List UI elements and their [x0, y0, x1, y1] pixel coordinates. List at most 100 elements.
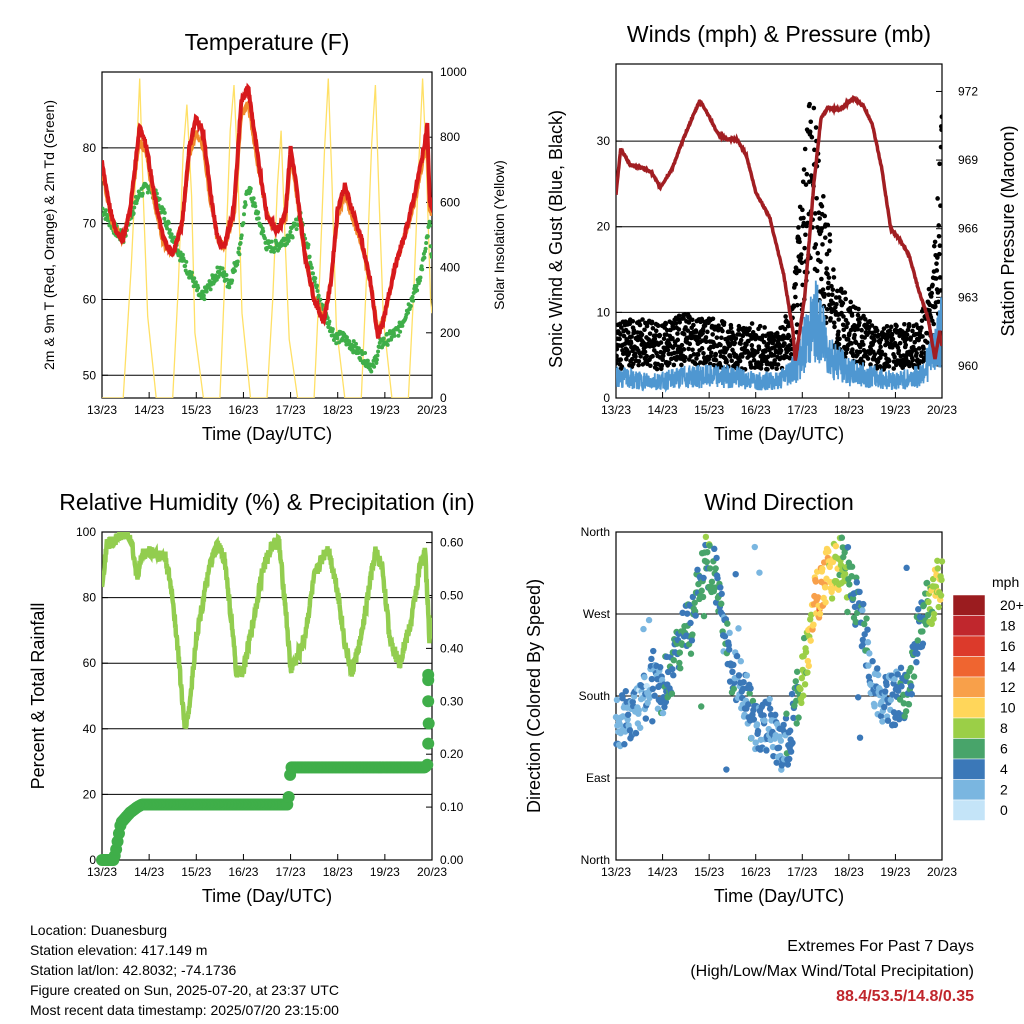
gust-point [825, 222, 831, 228]
y2-tick-label: 600 [440, 195, 460, 209]
direction-point [649, 718, 656, 725]
y-tick-label: South [579, 689, 610, 703]
dewpoint-point [313, 276, 318, 281]
gust-point [878, 344, 883, 350]
gust-point [836, 329, 841, 335]
direction-point [829, 558, 837, 566]
y2-tick-label: 1000 [440, 65, 467, 79]
extremes-value: 88.4/53.5/14.8/0.35 [836, 988, 974, 1005]
direction-point [789, 739, 796, 747]
direction-point [861, 631, 868, 638]
panel-humidity [96, 531, 435, 866]
direction-point [864, 639, 872, 646]
direction-point [793, 668, 801, 675]
gust-point [910, 357, 916, 363]
x-tick-label: 13/23 [87, 865, 117, 879]
gust-point [679, 362, 684, 368]
y-tick-label: 60 [83, 656, 97, 670]
gust-point [689, 317, 695, 323]
direction-point [854, 694, 862, 701]
gust-point [660, 357, 665, 363]
gust-point [831, 275, 837, 280]
direction-point [726, 629, 733, 637]
direction-point [632, 730, 640, 737]
gust-point [677, 319, 683, 325]
y-tick-label: 70 [83, 217, 97, 231]
direction-point [825, 548, 832, 555]
gust-point [695, 352, 701, 357]
gust-point [826, 292, 831, 297]
gust-point [646, 337, 652, 343]
gust-point [776, 341, 782, 347]
direction-point [766, 705, 774, 712]
gust-point [847, 331, 852, 336]
direction-point [864, 626, 871, 633]
dewpoint-point [248, 186, 253, 191]
gust-point [803, 182, 809, 187]
direction-point [797, 685, 804, 693]
y-tick-label: 40 [83, 722, 97, 736]
gust-point [673, 321, 679, 326]
gust-point [842, 290, 848, 295]
gust-point [676, 327, 682, 332]
gust-point [639, 332, 645, 337]
dewpoint-point [327, 319, 332, 324]
gust-point [832, 324, 837, 330]
dewpoint-point [239, 233, 244, 238]
dewpoint-point [428, 244, 432, 249]
gust-point [642, 349, 648, 355]
gust-point [886, 358, 892, 364]
created-text: Figure created on Sun, 2025-07-20, at 23… [30, 982, 339, 998]
gust-point [778, 348, 784, 353]
direction-point [698, 587, 705, 594]
dewpoint-point [429, 254, 432, 259]
y-tick-label: 0 [603, 391, 610, 405]
recent-timestamp-text: Most recent data timestamp: 2025/07/20 2… [30, 1002, 339, 1018]
gust-point [859, 327, 864, 333]
direction-point [807, 637, 814, 644]
direction-point [932, 583, 940, 590]
dewpoint-point [192, 276, 197, 281]
gust-point [927, 308, 932, 313]
gust-point [683, 325, 688, 330]
x-tick-label: 14/23 [648, 403, 678, 417]
gust-point [619, 325, 624, 330]
y-tick-label: 10 [597, 305, 611, 319]
gust-point [659, 363, 665, 368]
x-tick-label: 17/23 [787, 865, 817, 879]
gust-point [616, 353, 619, 359]
gust-point [874, 328, 880, 334]
direction-point [670, 656, 677, 664]
dewpoint-point [306, 242, 311, 247]
direction-point [930, 610, 938, 618]
series-precip [96, 668, 435, 866]
gust-point [809, 134, 815, 140]
y-tick-label: 30 [597, 134, 611, 148]
gust-point [857, 349, 863, 355]
dewpoint-point [288, 229, 293, 234]
gust-point [934, 261, 939, 266]
y2-tick-label: 966 [958, 222, 978, 236]
dewpoint-point [204, 289, 209, 294]
gust-point [807, 101, 812, 107]
gust-point [654, 366, 660, 372]
gust-point [774, 366, 779, 372]
y2-tick-label: 0.00 [440, 853, 464, 867]
gust-point [804, 171, 810, 177]
gust-point [862, 316, 868, 322]
gust-point [839, 310, 844, 316]
legend-label: 16 [1000, 638, 1016, 654]
y-tick-label: 60 [83, 292, 97, 306]
chart-title: Temperature (F) [185, 29, 350, 55]
y2-tick-label: 963 [958, 290, 978, 304]
direction-point [721, 633, 729, 640]
direction-point [934, 557, 941, 564]
direction-point [703, 558, 711, 566]
gust-point [758, 366, 764, 371]
gust-point [686, 320, 692, 325]
dewpoint-point [271, 249, 276, 254]
gust-point [931, 321, 937, 327]
gust-point [850, 347, 855, 352]
gust-point [855, 312, 861, 318]
direction-point [760, 712, 767, 719]
